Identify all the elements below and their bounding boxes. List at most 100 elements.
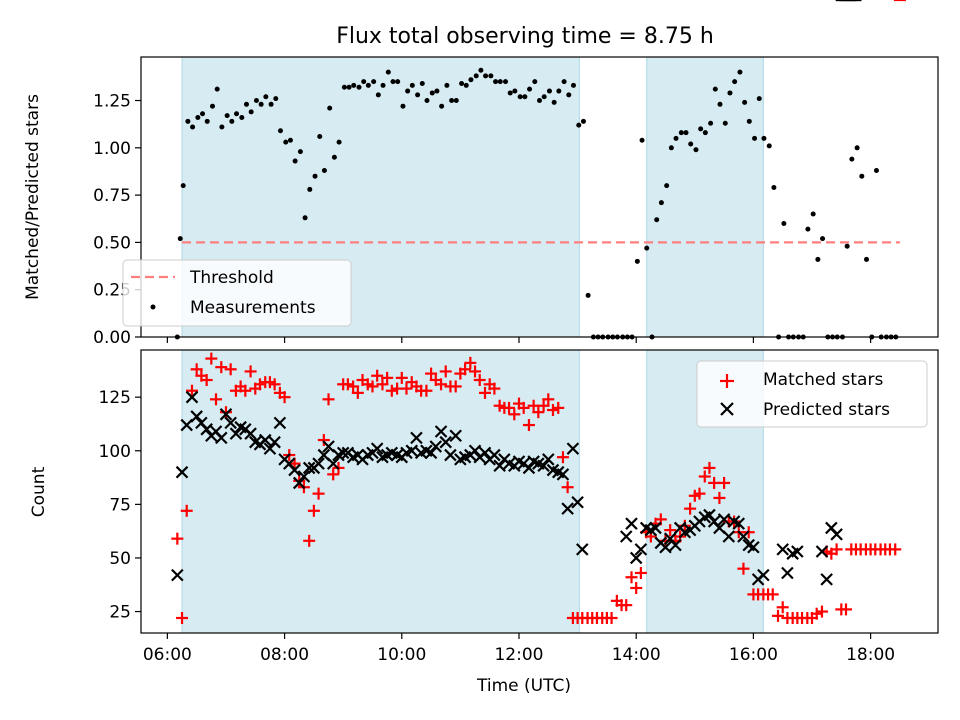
measurement-point bbox=[873, 168, 879, 174]
measurement-point bbox=[752, 135, 758, 141]
matched-star-marker bbox=[341, 378, 354, 391]
measurement-point bbox=[576, 122, 582, 128]
matched-star-marker bbox=[620, 599, 633, 612]
figure-title: Flux total observing time = 8.75 h bbox=[336, 24, 714, 49]
observing-window-1 bbox=[646, 56, 764, 338]
matched-star-marker bbox=[522, 419, 535, 432]
matched-star-marker bbox=[171, 532, 184, 545]
measurement-point bbox=[336, 139, 342, 145]
matched-star-marker bbox=[381, 371, 394, 384]
matched-star-marker bbox=[215, 361, 228, 374]
measurement-point bbox=[664, 183, 670, 189]
measurement-point bbox=[756, 96, 762, 102]
matched-star-marker bbox=[439, 365, 452, 378]
measurement-point bbox=[292, 158, 298, 164]
bottom-xtick-label: 18:00 bbox=[846, 645, 895, 665]
measurement-point bbox=[258, 101, 264, 107]
matched-star-marker bbox=[889, 543, 902, 556]
predicted-star-marker bbox=[405, 444, 419, 458]
predicted-star-marker bbox=[478, 446, 492, 460]
matched-star-marker bbox=[395, 371, 408, 384]
matched-star-marker bbox=[839, 603, 852, 616]
predicted-star-marker bbox=[171, 568, 184, 582]
legend-predicted-swatch bbox=[720, 402, 734, 416]
predicted-star-marker bbox=[258, 433, 272, 447]
predicted-star-marker bbox=[326, 457, 340, 470]
matched-star-marker bbox=[508, 408, 521, 421]
measurement-point bbox=[459, 80, 465, 86]
bottom-ytick-label: 100 bbox=[99, 442, 131, 462]
measurement-point bbox=[854, 145, 860, 151]
matched-star-marker bbox=[556, 451, 569, 464]
measurement-point bbox=[766, 143, 772, 149]
top-y-ticks: 0.00 0.25 0.50 0.75 1.00 1.25 bbox=[93, 92, 141, 348]
top-ytick-label: 0.00 bbox=[93, 328, 131, 348]
top-ytick-label: 1.25 bbox=[93, 92, 131, 112]
matched-star-marker bbox=[766, 588, 779, 601]
predicted-star-marker bbox=[297, 470, 311, 483]
predicted-star-marker bbox=[449, 429, 462, 443]
matched-star-marker bbox=[371, 369, 384, 382]
legend-threshold-label: Threshold bbox=[189, 268, 274, 288]
bottom-xtick-label: 08:00 bbox=[260, 645, 309, 665]
measurement-point bbox=[321, 168, 327, 174]
measurement-point bbox=[248, 109, 254, 115]
matched-star-marker bbox=[449, 380, 462, 393]
measurement-point bbox=[327, 105, 333, 111]
matched-star-marker bbox=[253, 378, 266, 391]
predicted-star-marker bbox=[322, 440, 335, 453]
observing-window-0 bbox=[181, 349, 580, 634]
measurement-point bbox=[639, 137, 645, 143]
bottom-xtick-label: 10:00 bbox=[377, 645, 426, 665]
predicted-star-marker bbox=[556, 468, 570, 481]
measurement-point bbox=[253, 98, 259, 104]
measurement-point bbox=[302, 215, 308, 221]
matched-star-marker bbox=[400, 382, 413, 395]
matched-star-marker bbox=[473, 374, 486, 387]
measurement-point bbox=[522, 94, 528, 100]
bottom-ytick-label: 125 bbox=[99, 388, 131, 408]
predicted-star-marker bbox=[669, 538, 682, 552]
top-x-ticks bbox=[166, 337, 872, 343]
measurement-point bbox=[717, 101, 723, 107]
measurement-point bbox=[346, 84, 352, 90]
predicted-star-marker bbox=[268, 435, 281, 449]
measurement-point bbox=[708, 120, 714, 126]
predicted-star-marker bbox=[781, 566, 794, 580]
predicted-star-marker bbox=[542, 453, 555, 466]
matched-star-marker bbox=[224, 363, 237, 376]
matched-star-marker bbox=[532, 406, 545, 419]
matched-star-marker bbox=[200, 374, 213, 387]
matched-star-marker bbox=[376, 378, 389, 391]
measurement-point bbox=[312, 173, 318, 179]
measurement-point bbox=[277, 128, 283, 134]
measurement-point bbox=[453, 98, 459, 104]
measurement-point bbox=[683, 130, 689, 136]
predicted-star-marker bbox=[336, 446, 350, 460]
matched-star-marker bbox=[478, 386, 491, 399]
top-legend: Threshold Measurements bbox=[122, 259, 352, 327]
measurement-point bbox=[698, 126, 704, 132]
measurement-point bbox=[429, 90, 435, 96]
measurement-point bbox=[493, 79, 499, 85]
measurement-point bbox=[546, 88, 552, 94]
predicted-star-marker bbox=[312, 457, 325, 470]
bottom-xtick-label: 06:00 bbox=[143, 645, 192, 665]
predicted-star-marker bbox=[229, 427, 243, 440]
measurement-point bbox=[497, 79, 503, 85]
predicted-star-marker bbox=[185, 390, 199, 404]
measurement-point bbox=[375, 92, 381, 98]
predicted-star-marker bbox=[439, 435, 453, 449]
matched-star-marker bbox=[537, 399, 550, 412]
measurement-point bbox=[727, 90, 733, 96]
measurement-point bbox=[512, 88, 518, 94]
matched-star-marker bbox=[469, 365, 482, 378]
measurement-point bbox=[409, 82, 415, 88]
bottom-ytick-label: 75 bbox=[109, 495, 131, 515]
legend-predicted-label: Predicted stars bbox=[763, 400, 890, 420]
bottom-ytick-label: 50 bbox=[109, 549, 131, 569]
measurement-point bbox=[570, 82, 576, 88]
top-ytick-label: 1.00 bbox=[93, 139, 131, 159]
bottom-y-axis-label: Count bbox=[29, 466, 49, 517]
matched-star-marker bbox=[561, 481, 574, 494]
